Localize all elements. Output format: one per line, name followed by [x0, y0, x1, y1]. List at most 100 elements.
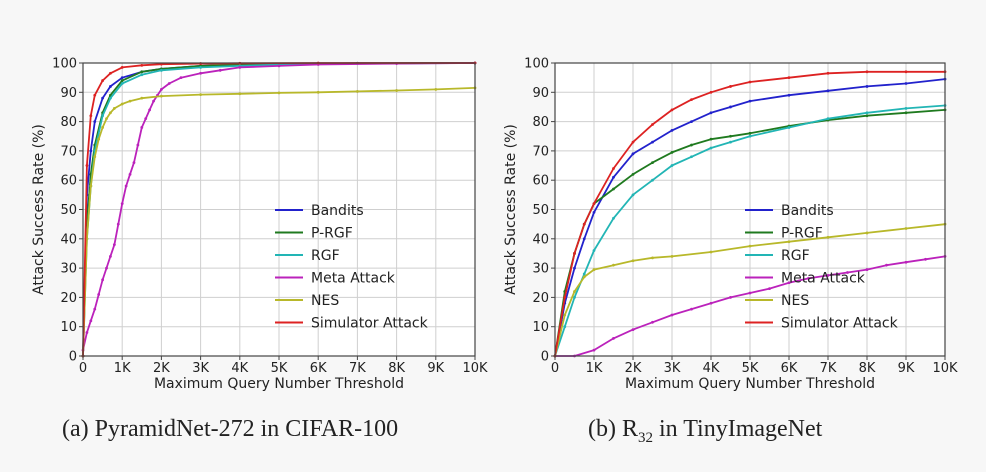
chart-b-legend-label-0: Bandits [781, 203, 834, 219]
chart-a-point-3-26 [277, 64, 281, 68]
chart-a-point-3-20 [160, 87, 163, 91]
chart-a-point-4-3 [93, 155, 97, 159]
chart-a-point-5-2 [89, 114, 93, 118]
chart-a-point-3-14 [136, 143, 140, 147]
chart-b-point-2-12 [748, 134, 752, 138]
chart-a-point-3-6 [105, 266, 108, 270]
chart-b-legend-label-2: RGF [781, 248, 810, 264]
chart-b-point-5-3 [582, 222, 586, 226]
chart-a-point-5-1 [85, 164, 89, 167]
chart-b-point-2-3 [582, 272, 586, 276]
chart-a-point-4-9 [120, 102, 124, 106]
chart-b-point-0-10 [709, 111, 713, 115]
chart-a-xtick-label-2: 2K [153, 361, 170, 376]
chart-b-ytick-label-6: 60 [532, 174, 549, 189]
chart-b-ytick-label-4: 40 [532, 232, 549, 247]
chart-a-series-4 [81, 86, 477, 358]
chart-b-legend-label-4: NES [781, 293, 809, 309]
chart-a-xtick-label-0: 0 [79, 361, 87, 376]
chart-a-point-5-6 [120, 65, 124, 69]
chart-a-point-5-5 [109, 71, 112, 75]
chart-b-point-1-5 [612, 187, 615, 191]
chart-a-point-3-12 [128, 172, 132, 176]
chart-b-point-2-11 [729, 140, 732, 144]
chart-b-point-2-7 [651, 178, 654, 182]
chart-b-xtick-label-10: 10K [932, 361, 958, 376]
chart-b-xtick-label-5: 5K [742, 361, 759, 376]
chart-b-point-0-11 [729, 105, 732, 109]
chart-b-point-3-19 [924, 257, 927, 261]
chart-b-point-3-5 [651, 320, 654, 324]
chart-a-legend: Bandits P-RGF RGF Meta Attack NES Simulator A… [275, 203, 429, 332]
chart-b-point-5-2 [573, 252, 576, 255]
chart-b-point-5-4 [592, 202, 596, 206]
chart-b-point-2-9 [690, 155, 693, 159]
chart-b-point-5-10 [709, 90, 713, 94]
chart-b-ytick-label-8: 80 [532, 115, 549, 130]
chart-a-point-3-7 [109, 254, 112, 258]
chart-b-point-4-8 [670, 254, 674, 258]
chart-b-point-2-13 [787, 126, 791, 129]
chart-b-series-0 [553, 77, 947, 358]
chart-a-point-4-5 [101, 126, 104, 129]
chart-a-point-3-22 [179, 76, 183, 80]
chart-a-point-3-13 [132, 161, 136, 165]
chart-b-point-2-10 [709, 146, 713, 150]
chart-b-point-3-10 [748, 291, 752, 295]
chart-a-xtick-label-7: 7K [349, 361, 366, 376]
chart-b-point-2-2 [573, 296, 576, 299]
chart-b-point-5-15 [865, 70, 869, 74]
chart-b-point-0-9 [690, 120, 693, 123]
chart-b-point-0-6 [631, 152, 635, 156]
chart-a-ytick-label-2: 20 [60, 291, 77, 306]
chart-a-legend-label-3: Meta Attack [311, 271, 396, 287]
chart-a-point-4-17 [356, 90, 359, 93]
chart-b-legend-label-5: Simulator Attack [781, 316, 899, 332]
chart-a-point-3-21 [167, 82, 171, 85]
chart-a-point-0-2 [89, 149, 93, 153]
chart-a-xtick-label-10: 10K [462, 361, 488, 376]
chart-b-point-1-6 [631, 172, 635, 176]
chart-b-point-3-4 [631, 328, 635, 332]
chart-b-point-1-9 [690, 143, 693, 147]
chart-b-point-2-15 [865, 111, 869, 115]
chart-b-point-4-14 [904, 227, 908, 230]
chart-a-point-3-8 [112, 243, 116, 247]
chart-a-legend-label-1: P-RGF [311, 226, 353, 242]
chart-b-point-4-3 [582, 275, 586, 279]
chart-b-point-4-13 [865, 231, 869, 235]
chart-a-point-2-4 [101, 114, 104, 118]
chart-a-point-3-3 [93, 307, 97, 311]
chart-b-point-4-5 [612, 263, 615, 267]
chart-b-legend: Bandits P-RGF RGF Meta Attack NES Simulator A… [745, 203, 899, 332]
chart-a-ytick-label-10: 100 [52, 57, 77, 72]
chart-a-xtick-label-5: 5K [271, 361, 288, 376]
chart-b-ytick-label-1: 10 [532, 320, 549, 335]
chart-b-point-4-6 [631, 259, 635, 263]
chart-b-point-3-8 [709, 301, 713, 305]
chart-b-ytick-label-5: 50 [532, 203, 549, 218]
chart-b-point-4-10 [748, 244, 752, 248]
chart-a-ytick-label-1: 10 [60, 320, 77, 335]
caption-a: (a) PyramidNet-272 in CIFAR-100 [62, 416, 399, 442]
chart-b: 0 1K 2K 3K 4K 5K 6K 7K 8K 9K 10K 0 10 20 30 40 50 60 70 80 9… [503, 57, 958, 393]
chart-a-point-4-11 [140, 96, 144, 100]
chart-b-legend-label-1: P-RGF [781, 226, 823, 242]
chart-b-point-5-13 [787, 76, 791, 80]
chart-b-xtick-label-6: 6K [781, 361, 798, 376]
chart-a-ytick-label-6: 60 [60, 174, 77, 189]
chart-b-point-0-7 [651, 140, 654, 144]
chart-b-point-3-13 [807, 276, 810, 280]
chart-a-point-4-6 [105, 117, 108, 121]
chart-a: 0 1K 2K 3K 4K 5K 6K 7K 8K 9K 10K 0 10 20 30 40 50 60 70 80 9… [31, 57, 488, 393]
chart-a-point-3-15 [140, 126, 144, 129]
chart-a-point-4-10 [128, 99, 132, 103]
chart-b-point-1-12 [748, 131, 752, 135]
chart-a-legend-label-5: Simulator Attack [311, 316, 429, 332]
chart-b-ytick-label-7: 70 [532, 144, 549, 159]
chart-a-ytick-label-7: 70 [60, 144, 77, 159]
chart-a-point-0-5 [109, 85, 112, 88]
chart-b-point-4-12 [826, 235, 830, 239]
chart-b-xtick-label-9: 9K [898, 361, 915, 376]
